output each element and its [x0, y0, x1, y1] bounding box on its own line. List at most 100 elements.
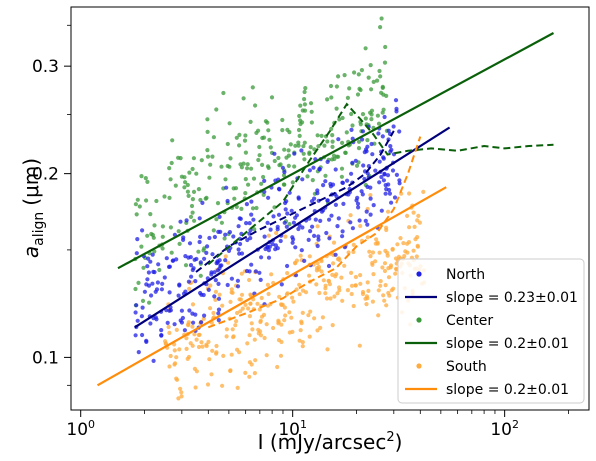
data-point-center — [239, 206, 244, 211]
data-point-center — [162, 194, 167, 199]
data-point-south — [290, 329, 295, 334]
data-point-south — [276, 338, 282, 343]
legend-entries: North slope = 0.23±0.01 Center slope = 0.2±… — [405, 267, 578, 398]
data-point-center — [150, 232, 155, 238]
data-point-north — [277, 187, 282, 192]
data-point-north — [225, 282, 230, 288]
data-point-center — [160, 224, 165, 229]
data-point-north — [350, 226, 355, 231]
data-point-north — [326, 263, 332, 269]
data-point-south — [228, 299, 233, 304]
data-point-north — [177, 282, 182, 287]
data-point-center — [352, 70, 357, 75]
y-axis-label-unit: (μm) — [19, 158, 43, 206]
data-point-center — [185, 189, 190, 194]
data-point-center — [272, 158, 277, 164]
x-tick-label: 100 — [66, 418, 95, 440]
data-point-center — [329, 126, 334, 132]
data-point-south — [285, 271, 290, 276]
data-point-south — [279, 322, 284, 327]
data-point-center — [282, 147, 287, 152]
data-point-north — [151, 269, 156, 274]
data-point-center — [145, 233, 150, 238]
data-point-north — [146, 270, 151, 275]
data-point-south — [297, 292, 302, 297]
data-point-center — [371, 79, 376, 84]
data-point-center — [231, 186, 236, 191]
data-point-north — [390, 168, 396, 173]
data-point-center — [168, 177, 173, 182]
data-point-north — [145, 264, 150, 269]
data-point-north — [159, 287, 164, 292]
data-point-north — [392, 195, 398, 200]
data-point-center — [157, 267, 162, 273]
data-point-north — [384, 187, 389, 192]
data-point-south — [283, 313, 288, 318]
data-point-center — [297, 133, 302, 138]
data-point-south — [407, 225, 412, 230]
data-point-south — [233, 323, 238, 328]
data-point-center — [257, 144, 262, 150]
data-point-south — [386, 209, 391, 214]
data-point-south — [221, 353, 226, 358]
data-point-south — [238, 309, 243, 314]
data-point-north — [325, 159, 330, 164]
data-point-north — [290, 240, 295, 245]
data-point-south — [229, 290, 234, 295]
data-point-center — [176, 229, 181, 234]
data-point-north — [389, 200, 394, 205]
data-point-north — [379, 208, 384, 213]
data-point-center — [290, 180, 295, 185]
data-point-north — [354, 198, 359, 203]
data-point-center — [190, 166, 195, 172]
data-point-south — [412, 224, 417, 229]
data-point-north — [249, 199, 254, 204]
data-point-north — [231, 234, 236, 239]
data-point-south — [378, 279, 383, 284]
data-point-south — [213, 297, 218, 302]
data-point-north — [171, 258, 176, 263]
data-point-south — [374, 237, 379, 242]
data-point-center — [381, 107, 386, 112]
data-point-north — [300, 225, 305, 230]
data-point-center — [293, 143, 298, 148]
data-point-center — [302, 102, 307, 107]
data-point-north — [186, 279, 191, 284]
plot-frame — [70, 6, 590, 411]
data-point-north — [200, 200, 205, 205]
binned-median-line-south — [207, 136, 422, 329]
data-point-south — [224, 334, 229, 339]
data-point-north — [308, 229, 313, 234]
data-point-center — [292, 164, 297, 169]
data-point-south — [314, 268, 319, 273]
data-point-north — [146, 283, 152, 288]
data-point-south — [247, 374, 252, 379]
data-point-south — [194, 369, 199, 374]
data-point-center — [380, 85, 385, 90]
data-point-center — [139, 174, 144, 179]
data-point-north — [167, 264, 172, 269]
data-point-south — [220, 383, 225, 388]
data-point-north — [262, 234, 267, 239]
data-point-north — [365, 184, 370, 189]
data-point-north — [387, 191, 392, 196]
data-point-south — [178, 386, 183, 391]
data-point-center — [242, 138, 248, 143]
data-point-south — [337, 257, 342, 262]
data-point-north — [282, 170, 287, 175]
data-point-center — [329, 95, 334, 100]
data-point-north — [383, 191, 388, 196]
data-point-center — [276, 155, 281, 161]
data-point-north — [318, 218, 323, 223]
legend-box — [397, 258, 585, 404]
data-point-north — [140, 305, 145, 310]
data-point-north — [306, 237, 311, 242]
data-point-center — [179, 174, 184, 179]
data-point-north — [247, 269, 252, 274]
data-point-center — [368, 63, 373, 68]
data-point-south — [368, 254, 373, 259]
data-point-south — [325, 347, 330, 352]
data-point-center — [254, 205, 259, 211]
data-point-center — [205, 129, 210, 134]
data-point-south — [230, 327, 235, 332]
